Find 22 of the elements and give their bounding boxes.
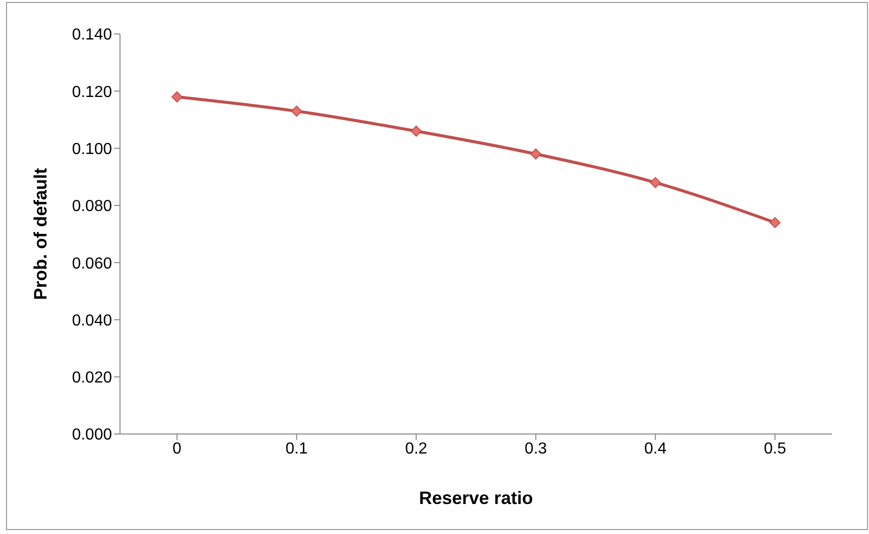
y-tick-label: 0.100 (72, 140, 112, 158)
point (172, 91, 182, 102)
point (770, 217, 780, 228)
y-axis-title: Prob. of default (30, 168, 50, 300)
y-tick-label: 0.060 (72, 255, 112, 272)
point (291, 106, 302, 117)
x-tick-label: 0 (172, 440, 182, 458)
x-tick-label: 0.5 (764, 440, 786, 458)
point (410, 126, 422, 137)
y-tick-label: 0.000 (72, 426, 112, 444)
x-tick-label: 0.2 (405, 440, 428, 458)
y-tick-label: 0.120 (72, 84, 112, 101)
y-tick-label: 0.020 (72, 370, 112, 387)
x-tick-label: 0.4 (644, 440, 667, 458)
y-tick-label: 0.080 (72, 198, 112, 216)
y-tick-label: 0.040 (72, 312, 112, 330)
x-tick-label: 0.3 (524, 440, 548, 458)
x-tick-label: 0.1 (285, 440, 308, 458)
x-axis-title: Reserve ratio (418, 488, 534, 508)
point (650, 177, 661, 188)
point (530, 148, 542, 160)
y-tick-label: 0.140 (72, 26, 112, 44)
